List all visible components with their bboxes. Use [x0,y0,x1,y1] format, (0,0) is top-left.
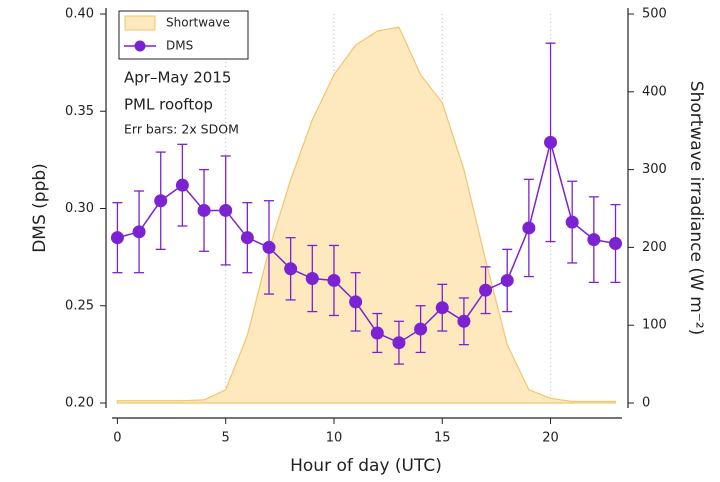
dms-point [392,336,406,350]
dms-point [175,178,189,192]
y-tick-label: 0.30 [65,201,94,216]
dms-point [500,273,514,287]
y2-axis-title: Shortwave irradiance (W m⁻²) [686,81,706,335]
dms-point [305,272,319,286]
dms-point [197,203,211,217]
y-tick-label: 0.25 [65,298,94,313]
dms-point [544,135,558,149]
y2-tick-label: 200 [642,240,667,255]
dms-point [479,283,493,297]
dms-point [284,262,298,276]
dms-point [154,194,168,208]
y-tick-label: 0.35 [65,104,94,119]
y2-tick-label: 300 [642,162,667,177]
y2-tick-label: 500 [642,7,667,22]
legend-label: Shortwave [166,16,230,30]
dms-point [349,295,363,309]
dms-point [609,237,623,251]
annotation: Err bars: 2x SDOM [124,122,239,137]
dms-point [457,314,471,328]
dms-point [327,273,341,287]
dms-point [587,233,601,247]
dms-point [219,203,233,217]
y2-tick-label: 400 [642,84,667,99]
dms-point [414,322,428,336]
y-tick-label: 0.40 [65,7,94,22]
legend-label: DMS [166,39,193,53]
annotation: PML rooftop [124,96,213,114]
x-axis-title: Hour of day (UTC) [290,456,442,476]
legend-marker [134,40,146,52]
x-tick-label: 20 [542,431,559,446]
y-axis-title: DMS (ppb) [30,163,50,253]
legend-swatch [124,15,156,31]
dms-point [522,221,536,235]
dms-point [240,231,254,245]
dms-point [262,240,276,254]
dms-point [132,225,146,239]
y2-tick-label: 0 [642,396,650,411]
x-tick-label: 5 [222,431,230,446]
dms-point [435,301,449,315]
dms-point [370,326,384,340]
x-tick-label: 15 [434,431,451,446]
dms-point [565,215,579,229]
annotation: Apr–May 2015 [124,69,231,87]
x-tick-label: 0 [113,431,121,446]
dms-point [110,231,124,245]
y2-tick-label: 100 [642,318,667,333]
shortwave-area [116,26,617,404]
x-tick-label: 10 [326,431,343,446]
y-tick-label: 0.20 [65,396,94,411]
